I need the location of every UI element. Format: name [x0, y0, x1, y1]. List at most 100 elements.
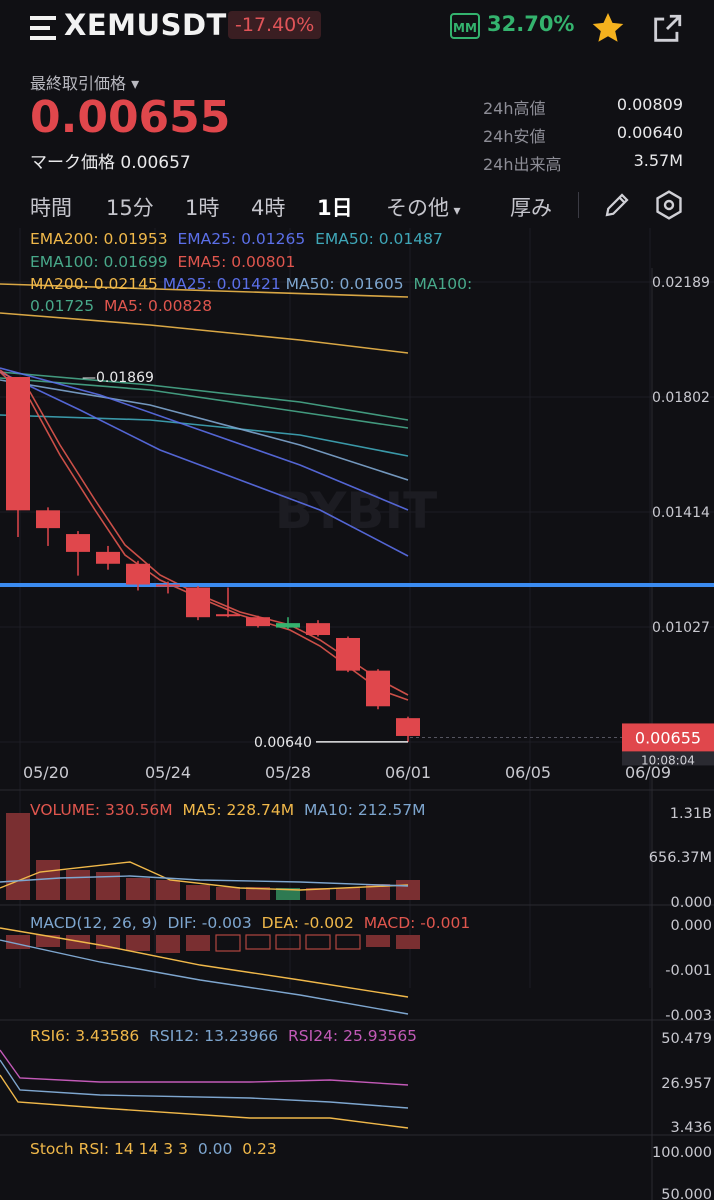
candle-body: [186, 587, 210, 618]
tab-15m[interactable]: 15分: [106, 196, 154, 220]
tab-time[interactable]: 時間: [30, 196, 72, 220]
current-price-label: 0.00655: [635, 728, 701, 747]
stat-low: 24h安値 0.00640: [483, 123, 683, 146]
ma-line-4: [0, 414, 409, 457]
volume-bar: [66, 870, 90, 900]
volume-bar: [336, 888, 360, 900]
pencil-icon[interactable]: [602, 190, 632, 220]
dea-label: DEA: -0.002: [261, 914, 354, 932]
tab-divider: [578, 192, 579, 218]
sub-axis-label: 100.000: [652, 1145, 712, 1161]
tab-more[interactable]: その他 ▾: [386, 196, 461, 220]
rsi6-line: [0, 1074, 409, 1129]
ema50-label: EMA50: 0.01487: [315, 230, 443, 248]
sub-axis-label: 50.000: [661, 1187, 712, 1200]
ma-legend-1: MA200: 0.02145 MA25: 0.01421 MA50: 0.016…: [30, 275, 472, 293]
y-tick-label: 0.01802: [652, 390, 710, 406]
volume-bar: [366, 884, 390, 900]
dif-label: DIF: -0.003: [167, 914, 252, 932]
sub-axis-label: 3.436: [670, 1120, 712, 1136]
rsi6-label: RSI6: 3.43586: [30, 1027, 140, 1045]
ma-legend-2: 0.01725 MA5: 0.00828: [30, 297, 212, 315]
volume-bar: [186, 885, 210, 900]
candle-body: [246, 617, 270, 627]
tab-depth[interactable]: 厚み: [510, 196, 552, 220]
rsi12-label: RSI12: 13.23966: [149, 1027, 279, 1045]
macd-bar: [126, 935, 150, 951]
ma200-label: MA200: 0.02145: [30, 275, 158, 293]
candle-body: [156, 584, 180, 587]
tab-1d[interactable]: 1日: [317, 196, 353, 220]
x-tick-label: 05/20: [23, 763, 69, 782]
stat-high: 24h高値 0.00809: [483, 95, 683, 118]
ma100-value: 0.01725: [30, 297, 95, 315]
candle-body: [396, 718, 420, 736]
menu-icon[interactable]: [30, 14, 56, 42]
macd-bar: [305, 934, 331, 950]
high-marker: —0.01869: [82, 370, 154, 386]
ema-legend-1: EMA200: 0.01953 EMA25: 0.01265 EMA50: 0.…: [30, 230, 443, 248]
candle-body: [306, 623, 330, 636]
macd-panel: 0.000 -0.001 -0.003: [0, 918, 712, 1024]
macd-value-label: MACD: -0.001: [363, 914, 471, 932]
symbol-title[interactable]: XEMUSDT: [64, 8, 227, 42]
watermark: BYBIT: [275, 482, 437, 540]
candles: [6, 377, 420, 742]
volume-bar: [276, 888, 300, 900]
ma-line-6: [0, 367, 409, 511]
external-link-icon[interactable]: [650, 12, 684, 46]
candle-body: [36, 510, 60, 529]
candle-body: [96, 551, 120, 564]
volume-panel: 1.31B 656.37M 0.000: [0, 806, 712, 911]
sub-axis-label: -0.003: [665, 1008, 712, 1024]
ma-line-7: [0, 371, 409, 557]
volume-bar: [156, 880, 180, 900]
volume-legend: VOLUME: 330.56M MA5: 228.74M MA10: 212.5…: [30, 801, 425, 819]
last-price-label[interactable]: 最終取引価格 ▾: [30, 74, 140, 93]
tab-4h[interactable]: 4時: [251, 196, 286, 220]
mm-icon: MM: [450, 13, 480, 39]
vol-ma10-line: [0, 875, 409, 887]
y-tick-label: 0.01027: [652, 620, 710, 636]
vol-ma5-label: MA5: 228.74M: [182, 801, 295, 819]
volume-bar: [216, 887, 240, 900]
ma50-label: MA50: 0.01605: [285, 275, 404, 293]
ema100-label: EMA100: 0.01699: [30, 253, 168, 271]
chart-area[interactable]: BYBIT —0.01869 0.00640 0.00655 10:08:04 0.0…: [0, 228, 714, 1200]
mm-value: 32.70%: [487, 12, 575, 36]
ma-line-3: [0, 377, 409, 429]
sub-axis-label: 0.000: [670, 918, 712, 934]
macd-bar: [335, 934, 361, 950]
macd-bar: [186, 935, 210, 951]
macd-legend: MACD(12, 26, 9) DIF: -0.003 DEA: -0.002 …: [30, 914, 470, 932]
favorite-star-icon[interactable]: [590, 10, 626, 46]
macd-bar: [275, 934, 301, 950]
sub-axis-label: 26.957: [661, 1076, 712, 1092]
macd-title: MACD(12, 26, 9): [30, 914, 158, 932]
x-tick-label: 06/01: [385, 763, 431, 782]
ma100-label: MA100:: [413, 275, 473, 293]
x-tick-label: 05/24: [145, 763, 191, 782]
low-marker: 0.00640: [254, 735, 312, 751]
countdown-tag: [622, 751, 714, 766]
candle-body: [216, 614, 240, 617]
ma-line-0: [0, 283, 409, 298]
settings-hexagon-icon[interactable]: [653, 189, 685, 221]
stoch-d: 0.23: [242, 1140, 277, 1158]
rsi12-line: [0, 1059, 409, 1109]
sub-axis-label: 50.479: [661, 1031, 712, 1047]
ma-line-1: [0, 312, 409, 354]
candle-body: [276, 623, 300, 628]
stoch-k: 0.00: [197, 1140, 233, 1158]
macd-bar: [156, 935, 180, 953]
macd-bar: [366, 935, 390, 947]
ma5-label: MA5: 0.00828: [103, 297, 213, 315]
x-tick-label: 05/28: [265, 763, 311, 782]
volume-bar: [126, 878, 150, 900]
macd-bar: [66, 935, 90, 949]
candle-body: [336, 637, 360, 671]
candle-body: [366, 670, 390, 707]
tab-1h[interactable]: 1時: [185, 196, 220, 220]
stoch-legend: Stoch RSI: 14 14 3 3 0.00 0.23: [30, 1140, 277, 1158]
ma25-label: MA25: 0.01421: [162, 275, 281, 293]
